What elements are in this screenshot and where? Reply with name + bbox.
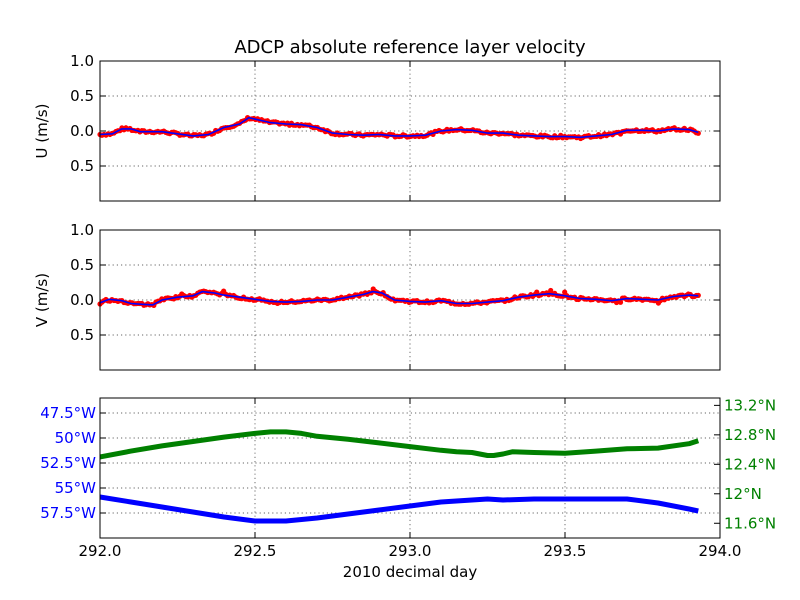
- v-axis-label: V (m/s): [33, 273, 51, 327]
- y-tick-label: 1.0: [70, 221, 94, 239]
- latitude-tick-label: 13.2°N: [724, 396, 776, 414]
- y-tick-label: 0.0: [70, 122, 94, 140]
- longitude-tick-label: 52.5°W: [40, 454, 96, 472]
- x-axis-label: 2010 decimal day: [343, 563, 478, 581]
- latitude-tick-label: 12.8°N: [724, 426, 776, 444]
- longitude-line: [99, 494, 699, 524]
- x-tick-label: 293.0: [389, 542, 432, 560]
- u-axis-label: U (m/s): [33, 104, 51, 159]
- y-tick-label: 1.0: [70, 52, 94, 70]
- y-tick-label: 0.0: [70, 291, 94, 309]
- chart-title: ADCP absolute reference layer velocity: [234, 37, 586, 58]
- smoothed-velocity-line: [99, 290, 699, 306]
- x-tick-label: 292.0: [79, 542, 122, 560]
- v-velocity-panel: 1.0 0.5 0.0 0.5: [70, 221, 721, 371]
- y-tick-label: 0.5: [70, 87, 94, 105]
- x-tick-label: 292.5: [234, 542, 277, 560]
- longitude-tick-label: 50°W: [55, 429, 97, 447]
- y-tick-label: 0.5: [70, 157, 94, 175]
- raw-point: [548, 287, 554, 294]
- x-tick-label: 293.5: [544, 542, 587, 560]
- plot-frame: [99, 229, 721, 371]
- plot-frame: [99, 60, 721, 202]
- position-panel: 47.5°W 50°W 52.5°W 55°W 57.5°W 13.2°N 12.8°N 12…: [40, 396, 776, 560]
- longitude-tick-label: 55°W: [55, 479, 97, 497]
- latitude-tick-label: 11.6°N: [724, 514, 776, 532]
- latitude-line: [99, 429, 700, 460]
- u-velocity-panel: 1.0 0.5 0.0 0.5: [70, 52, 721, 202]
- longitude-tick-label: 47.5°W: [40, 404, 96, 422]
- latitude-tick-label: 12.4°N: [724, 455, 776, 473]
- smoothed-velocity-line: [99, 116, 699, 139]
- longitude-tick-label: 57.5°W: [40, 504, 96, 522]
- x-tick-label: 294.0: [699, 542, 742, 560]
- raw-point: [617, 299, 624, 305]
- y-tick-label: 0.5: [70, 256, 94, 274]
- latitude-tick-label: 12°N: [724, 485, 762, 503]
- plot-frame: [99, 397, 721, 539]
- y-tick-label: 0.5: [70, 326, 94, 344]
